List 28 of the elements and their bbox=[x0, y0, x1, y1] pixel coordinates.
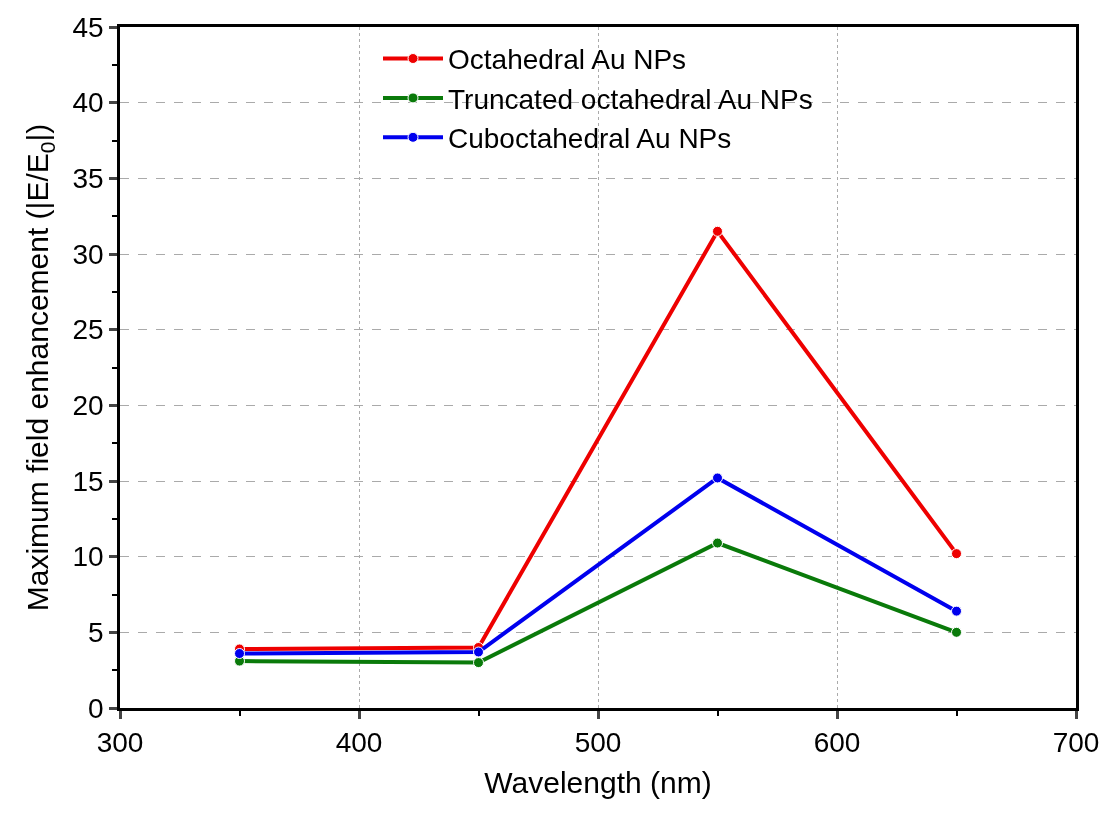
y-tick-label: 10 bbox=[72, 541, 104, 573]
legend-label: Cuboctahedral Au NPs bbox=[448, 123, 732, 155]
y-tick-label: 20 bbox=[72, 390, 104, 422]
x-tick-label: 700 bbox=[1052, 727, 1100, 759]
point bbox=[473, 646, 484, 658]
x-tick-label: 500 bbox=[574, 727, 622, 759]
point bbox=[473, 657, 484, 669]
point bbox=[234, 648, 245, 660]
x-tick-label: 400 bbox=[335, 727, 383, 759]
y-tick-label: 45 bbox=[72, 11, 104, 43]
y-tick-label: 40 bbox=[72, 87, 104, 119]
y-tick-label: 5 bbox=[88, 617, 104, 649]
point bbox=[712, 225, 723, 237]
x-tick-label: 600 bbox=[813, 727, 861, 759]
x-axis-title: Wavelength (nm) bbox=[484, 765, 712, 799]
point bbox=[951, 605, 962, 617]
y-tick-label: 25 bbox=[72, 314, 104, 346]
point bbox=[951, 626, 962, 638]
y-tick-label: 35 bbox=[72, 163, 104, 195]
x-tick-label: 300 bbox=[96, 727, 144, 759]
legend-label: Truncated octahedral Au NPs bbox=[448, 83, 813, 115]
point bbox=[712, 537, 723, 549]
y-tick-label: 15 bbox=[72, 465, 104, 497]
legend-label: Octahedral Au NPs bbox=[448, 44, 687, 76]
point bbox=[951, 548, 962, 560]
point bbox=[712, 472, 723, 484]
y-tick-label: 30 bbox=[72, 238, 104, 270]
y-tick-label: 0 bbox=[88, 692, 104, 724]
